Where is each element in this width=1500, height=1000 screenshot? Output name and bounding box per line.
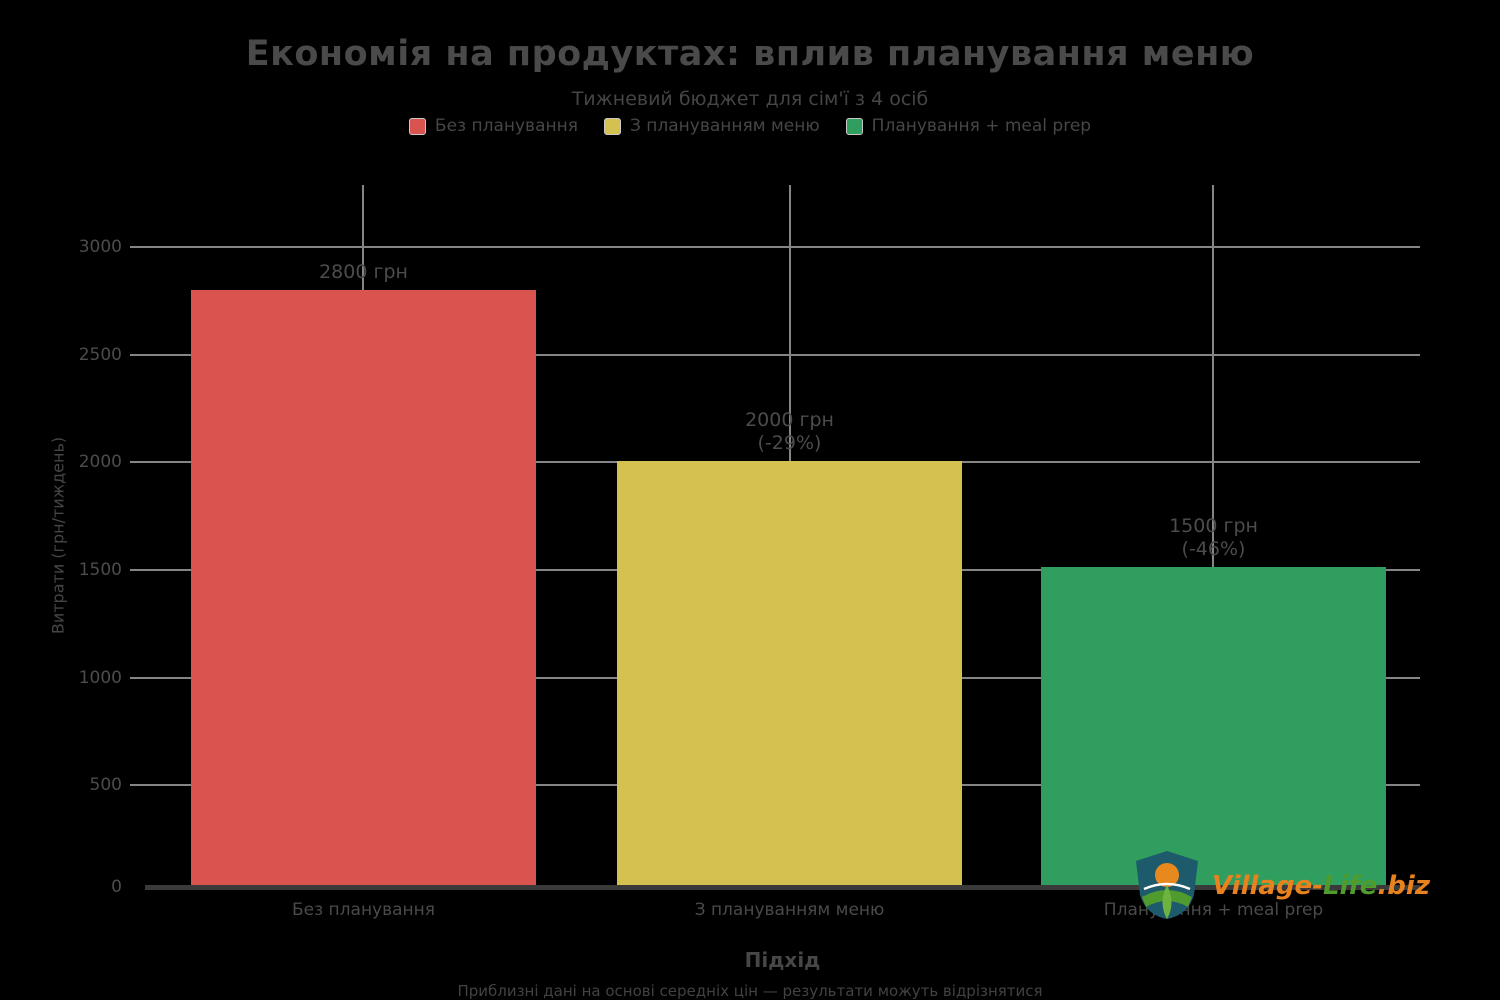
y-tick-label: 0 [111,877,122,897]
legend-swatch-green [845,117,863,135]
legend-label: З плануванням меню [629,116,820,136]
bar-value-label: 2000 грн [745,409,834,431]
legend-item-menu-planning: З плануванням меню [603,116,820,136]
legend-label: Без планування [434,116,578,136]
legend-item-no-planning: Без планування [408,116,578,136]
bar-pct-label: (-29%) [757,432,822,454]
bar-annotation: 2000 грн (-29%) [617,409,962,455]
legend: Без планування З плануванням меню Планув… [0,116,1500,136]
bar-value-label: 1500 грн [1169,515,1258,537]
bar-pct-label: (-46%) [1181,538,1246,560]
y-tick-label: 2000 [78,452,122,472]
bar-meal-prep [1041,567,1386,888]
y-tick-label: 1500 [78,560,122,580]
bar-value-label: 2800 грн [319,261,408,283]
bar-no-planning [191,290,536,888]
gridline-3000 [145,246,1420,248]
category-centerline [1212,185,1214,888]
y-tick-mark [130,354,145,356]
gridline-2500 [145,354,1420,356]
y-tick-label: 500 [89,775,122,795]
y-tick-mark [130,677,145,679]
y-tick-label: 1000 [78,668,122,688]
legend-swatch-red [408,117,426,135]
x-tick-label: Без планування [291,900,436,920]
legend-item-meal-prep: Планування + meal prep [845,116,1092,136]
y-tick-label: 3000 [78,237,122,257]
y-tick-mark [130,569,145,571]
bar-annotation: 2800 грн [191,261,536,284]
legend-label: Планування + meal prep [871,116,1092,136]
bar-annotation: 1500 грн (-46%) [1041,515,1386,561]
footnote-caption: Приблизні дані на основі середніх цін — … [457,982,1043,1000]
village-life-logo-icon [1128,845,1206,927]
y-tick-mark [130,246,145,248]
x-axis-line [145,885,1420,890]
watermark-text: Village-Life.biz [1212,871,1430,901]
y-tick-label: 2500 [78,345,122,365]
chart-title: Економія на продуктах: вплив планування … [245,34,1255,74]
bar-menu-planning [617,461,962,888]
watermark: Village-Life.biz [1128,845,1430,927]
chart-subtitle: Тижневий бюджет для сім'ї з 4 осіб [571,88,929,110]
legend-swatch-yellow [603,117,621,135]
x-axis-title: Підхід [744,948,821,972]
x-tick-label: З плануванням меню [694,900,885,920]
y-tick-mark [130,461,145,463]
y-tick-mark [130,784,145,786]
